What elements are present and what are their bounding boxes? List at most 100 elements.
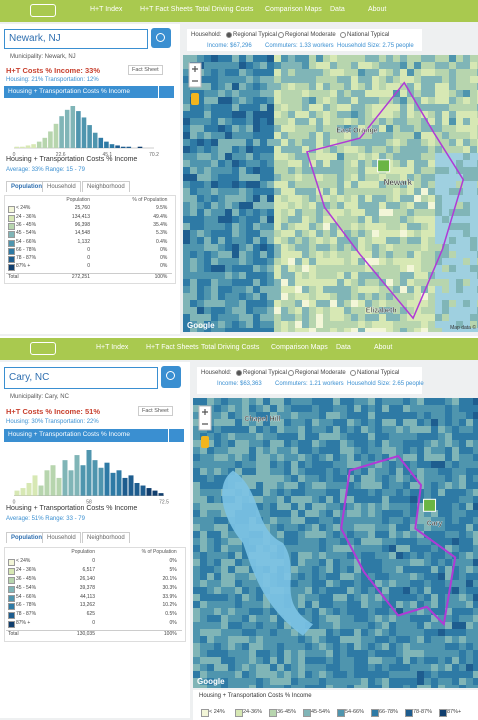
map-tract	[372, 97, 379, 104]
map-tract	[435, 209, 442, 216]
map-tract	[466, 601, 473, 608]
map-tract	[421, 111, 428, 118]
map-tract	[225, 202, 232, 209]
nav-link[interactable]: H+T Fact Sheets	[146, 344, 199, 351]
nav-link[interactable]: Data	[330, 6, 345, 13]
map-tract	[326, 671, 333, 678]
map-tract	[340, 622, 347, 629]
map-tract	[389, 629, 396, 636]
map-tract	[193, 468, 200, 475]
map-tract	[249, 447, 256, 454]
map-tract	[316, 300, 323, 307]
map-tract	[239, 90, 246, 97]
map-tract	[473, 419, 478, 426]
tab[interactable]: Neighborhood	[82, 181, 130, 192]
search-button[interactable]	[151, 28, 171, 48]
nav-link[interactable]: Data	[336, 344, 351, 351]
radio[interactable]	[236, 370, 242, 376]
map-tract	[295, 300, 302, 307]
map-tract	[211, 223, 218, 230]
map-tract	[396, 664, 403, 671]
nav-link[interactable]: H+T Index	[96, 344, 129, 351]
map-tract	[375, 580, 382, 587]
tab[interactable]: Population	[6, 531, 47, 543]
search-box[interactable]: Newark, NJ	[4, 29, 148, 49]
map-tract	[316, 139, 323, 146]
map-tract	[281, 209, 288, 216]
radio[interactable]	[278, 32, 284, 38]
map-tract	[372, 153, 379, 160]
nav-link[interactable]: About	[368, 6, 387, 13]
map-tract	[396, 419, 403, 426]
search-button[interactable]	[161, 366, 181, 388]
map-tract	[382, 398, 389, 405]
fact-sheet-button[interactable]: Fact Sheet	[138, 406, 173, 417]
map-tract	[337, 69, 344, 76]
nav-link[interactable]: Total Driving Costs	[201, 344, 260, 351]
nav-link[interactable]: Comparison Maps	[271, 344, 328, 351]
map-tract	[218, 244, 225, 251]
nav-link[interactable]: About	[374, 344, 393, 351]
map-tract	[337, 244, 344, 251]
map-tract	[410, 566, 417, 573]
map-tract	[330, 279, 337, 286]
map-tract	[382, 552, 389, 559]
nav-link[interactable]: H+T Fact Sheets	[140, 6, 193, 13]
map-tract	[267, 209, 274, 216]
map-tract	[417, 636, 424, 643]
map-tract	[270, 650, 277, 657]
map-tract	[190, 202, 197, 209]
map-tract	[417, 580, 424, 587]
radio[interactable]	[288, 370, 294, 376]
dropdown[interactable]: Housing + Transportation Costs % Income	[4, 428, 184, 442]
map-tract	[375, 524, 382, 531]
map-tract	[414, 153, 421, 160]
tab[interactable]: Household	[42, 181, 81, 192]
map-tract	[389, 405, 396, 412]
search-box[interactable]: Cary, NC	[4, 367, 158, 389]
map-tract	[389, 489, 396, 496]
map-tract	[372, 160, 379, 167]
map-tract	[403, 594, 410, 601]
pegman[interactable]	[201, 436, 209, 448]
map-tract	[197, 321, 204, 328]
map-tract	[302, 237, 309, 244]
map-tract	[298, 454, 305, 461]
legend-swatch	[8, 567, 15, 575]
tab[interactable]: Household	[42, 531, 81, 543]
map-tract	[242, 678, 249, 685]
map-tract	[330, 125, 337, 132]
map-tract	[347, 636, 354, 643]
map-tract	[232, 216, 239, 223]
map-tract	[463, 118, 470, 125]
map-tract	[323, 321, 330, 328]
map-tract	[291, 454, 298, 461]
map-tract	[302, 286, 309, 293]
map-tract	[463, 125, 470, 132]
nav-link[interactable]: Comparison Maps	[265, 6, 322, 13]
map-tract	[445, 482, 452, 489]
map-tract	[225, 230, 232, 237]
pegman[interactable]	[191, 93, 199, 105]
map-tract	[463, 83, 470, 90]
tab[interactable]: Population	[6, 181, 47, 192]
map-tract	[456, 55, 463, 62]
map-tract	[421, 76, 428, 83]
map-tract	[323, 279, 330, 286]
nav-link[interactable]: Total Driving Costs	[195, 6, 254, 13]
dropdown[interactable]: Housing + Transportation Costs % Income	[4, 86, 174, 98]
radio[interactable]	[340, 32, 346, 38]
tab[interactable]: Neighborhood	[82, 531, 130, 543]
map-tract	[302, 104, 309, 111]
radio[interactable]	[350, 370, 356, 376]
radio[interactable]	[226, 32, 232, 38]
map-tract	[249, 594, 256, 601]
map-tract	[207, 636, 214, 643]
map-tract	[344, 146, 351, 153]
fact-sheet-button[interactable]: Fact Sheet	[128, 65, 163, 75]
map-tract	[207, 552, 214, 559]
map-tract	[407, 132, 414, 139]
map-tract	[253, 181, 260, 188]
nav-link[interactable]: H+T Index	[90, 6, 123, 13]
map-tract	[204, 90, 211, 97]
